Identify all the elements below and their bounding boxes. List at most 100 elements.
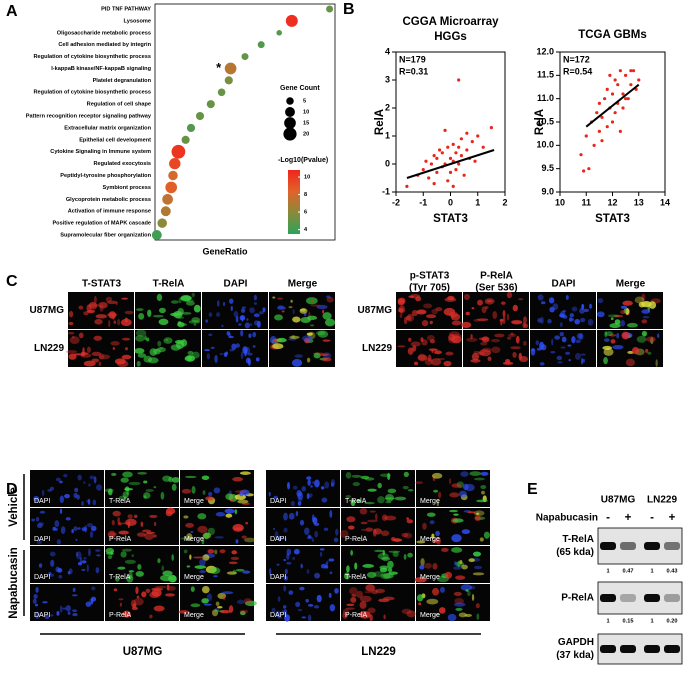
cell	[233, 310, 239, 318]
group-label: LN229	[361, 646, 396, 658]
column-header: Merge	[616, 279, 646, 290]
point	[473, 159, 477, 163]
cell	[461, 321, 472, 329]
cell	[406, 313, 414, 322]
dot	[224, 76, 233, 85]
cell	[171, 483, 177, 491]
cell	[284, 537, 287, 541]
point	[448, 170, 453, 174]
cell	[427, 354, 432, 362]
cell	[87, 522, 93, 528]
cell	[424, 358, 433, 366]
cell	[113, 320, 117, 325]
cell	[213, 609, 225, 613]
cell	[375, 513, 378, 521]
cell	[170, 300, 179, 304]
column-header: p-STAT3	[410, 271, 450, 282]
channel-label: P-RelA	[109, 536, 132, 543]
cell	[502, 361, 514, 365]
cell	[201, 585, 210, 594]
cell	[77, 474, 82, 481]
cell	[120, 551, 127, 558]
point	[432, 154, 436, 158]
cell	[512, 304, 518, 312]
cell	[178, 610, 190, 614]
cell	[55, 477, 61, 482]
cell	[54, 520, 60, 528]
cell	[131, 554, 134, 557]
cell	[238, 323, 242, 326]
point	[595, 111, 599, 115]
cell	[206, 353, 211, 360]
cell	[359, 508, 368, 515]
cell	[117, 566, 126, 570]
cell	[47, 488, 53, 492]
cell	[71, 335, 75, 339]
cell	[71, 528, 74, 534]
cell	[259, 311, 264, 315]
cell	[205, 319, 208, 323]
cell	[494, 333, 505, 338]
point	[476, 134, 480, 138]
cell	[143, 480, 148, 484]
cell	[431, 308, 438, 315]
cell	[345, 472, 352, 479]
cell	[203, 532, 210, 540]
cell	[240, 329, 244, 337]
cell	[143, 492, 151, 499]
term-label: Extracellular matrix organization	[64, 125, 151, 131]
chart-title: TCGA GBMs	[578, 29, 647, 41]
cell	[277, 616, 282, 619]
channel-label: Merge	[184, 498, 204, 505]
cell	[145, 588, 151, 593]
cell	[466, 337, 478, 342]
cell	[308, 603, 314, 607]
y-tick-label: 9.5	[541, 163, 554, 173]
cell	[224, 508, 235, 514]
cell	[234, 509, 238, 515]
cell	[36, 539, 42, 545]
cell	[269, 336, 277, 344]
cell	[435, 530, 440, 537]
cell	[377, 496, 385, 504]
cell	[454, 561, 457, 566]
term-label: Glycoprotein metabolic process	[66, 197, 151, 203]
cell	[610, 339, 616, 344]
cell	[136, 595, 140, 599]
blot-label: (65 kda)	[556, 547, 594, 558]
cell	[438, 607, 446, 614]
cell	[596, 311, 605, 318]
cell	[557, 361, 563, 364]
cell	[410, 341, 421, 347]
cell	[228, 561, 238, 565]
cell	[540, 344, 547, 351]
cell	[453, 566, 462, 570]
cell	[364, 501, 375, 505]
cell	[292, 485, 298, 490]
y-tick-label: 3	[385, 74, 390, 84]
cell	[63, 473, 68, 478]
legend-dot	[284, 117, 296, 129]
cell	[190, 530, 194, 533]
cell	[65, 350, 78, 354]
cell	[253, 313, 260, 318]
channel-label: DAPI	[34, 536, 50, 543]
cell	[554, 335, 561, 340]
annotation: N=172	[563, 54, 590, 64]
cell	[188, 320, 201, 324]
cell	[645, 348, 649, 353]
cell	[118, 598, 124, 601]
cell	[74, 487, 79, 493]
point	[451, 184, 455, 188]
cell	[369, 510, 376, 513]
cell	[467, 511, 476, 514]
cell	[382, 549, 386, 556]
point	[618, 69, 622, 73]
point	[440, 151, 444, 155]
cell	[215, 512, 226, 517]
cell	[136, 532, 147, 537]
band-quant: 0.15	[623, 618, 634, 624]
dot	[206, 100, 215, 109]
cell	[467, 590, 471, 597]
